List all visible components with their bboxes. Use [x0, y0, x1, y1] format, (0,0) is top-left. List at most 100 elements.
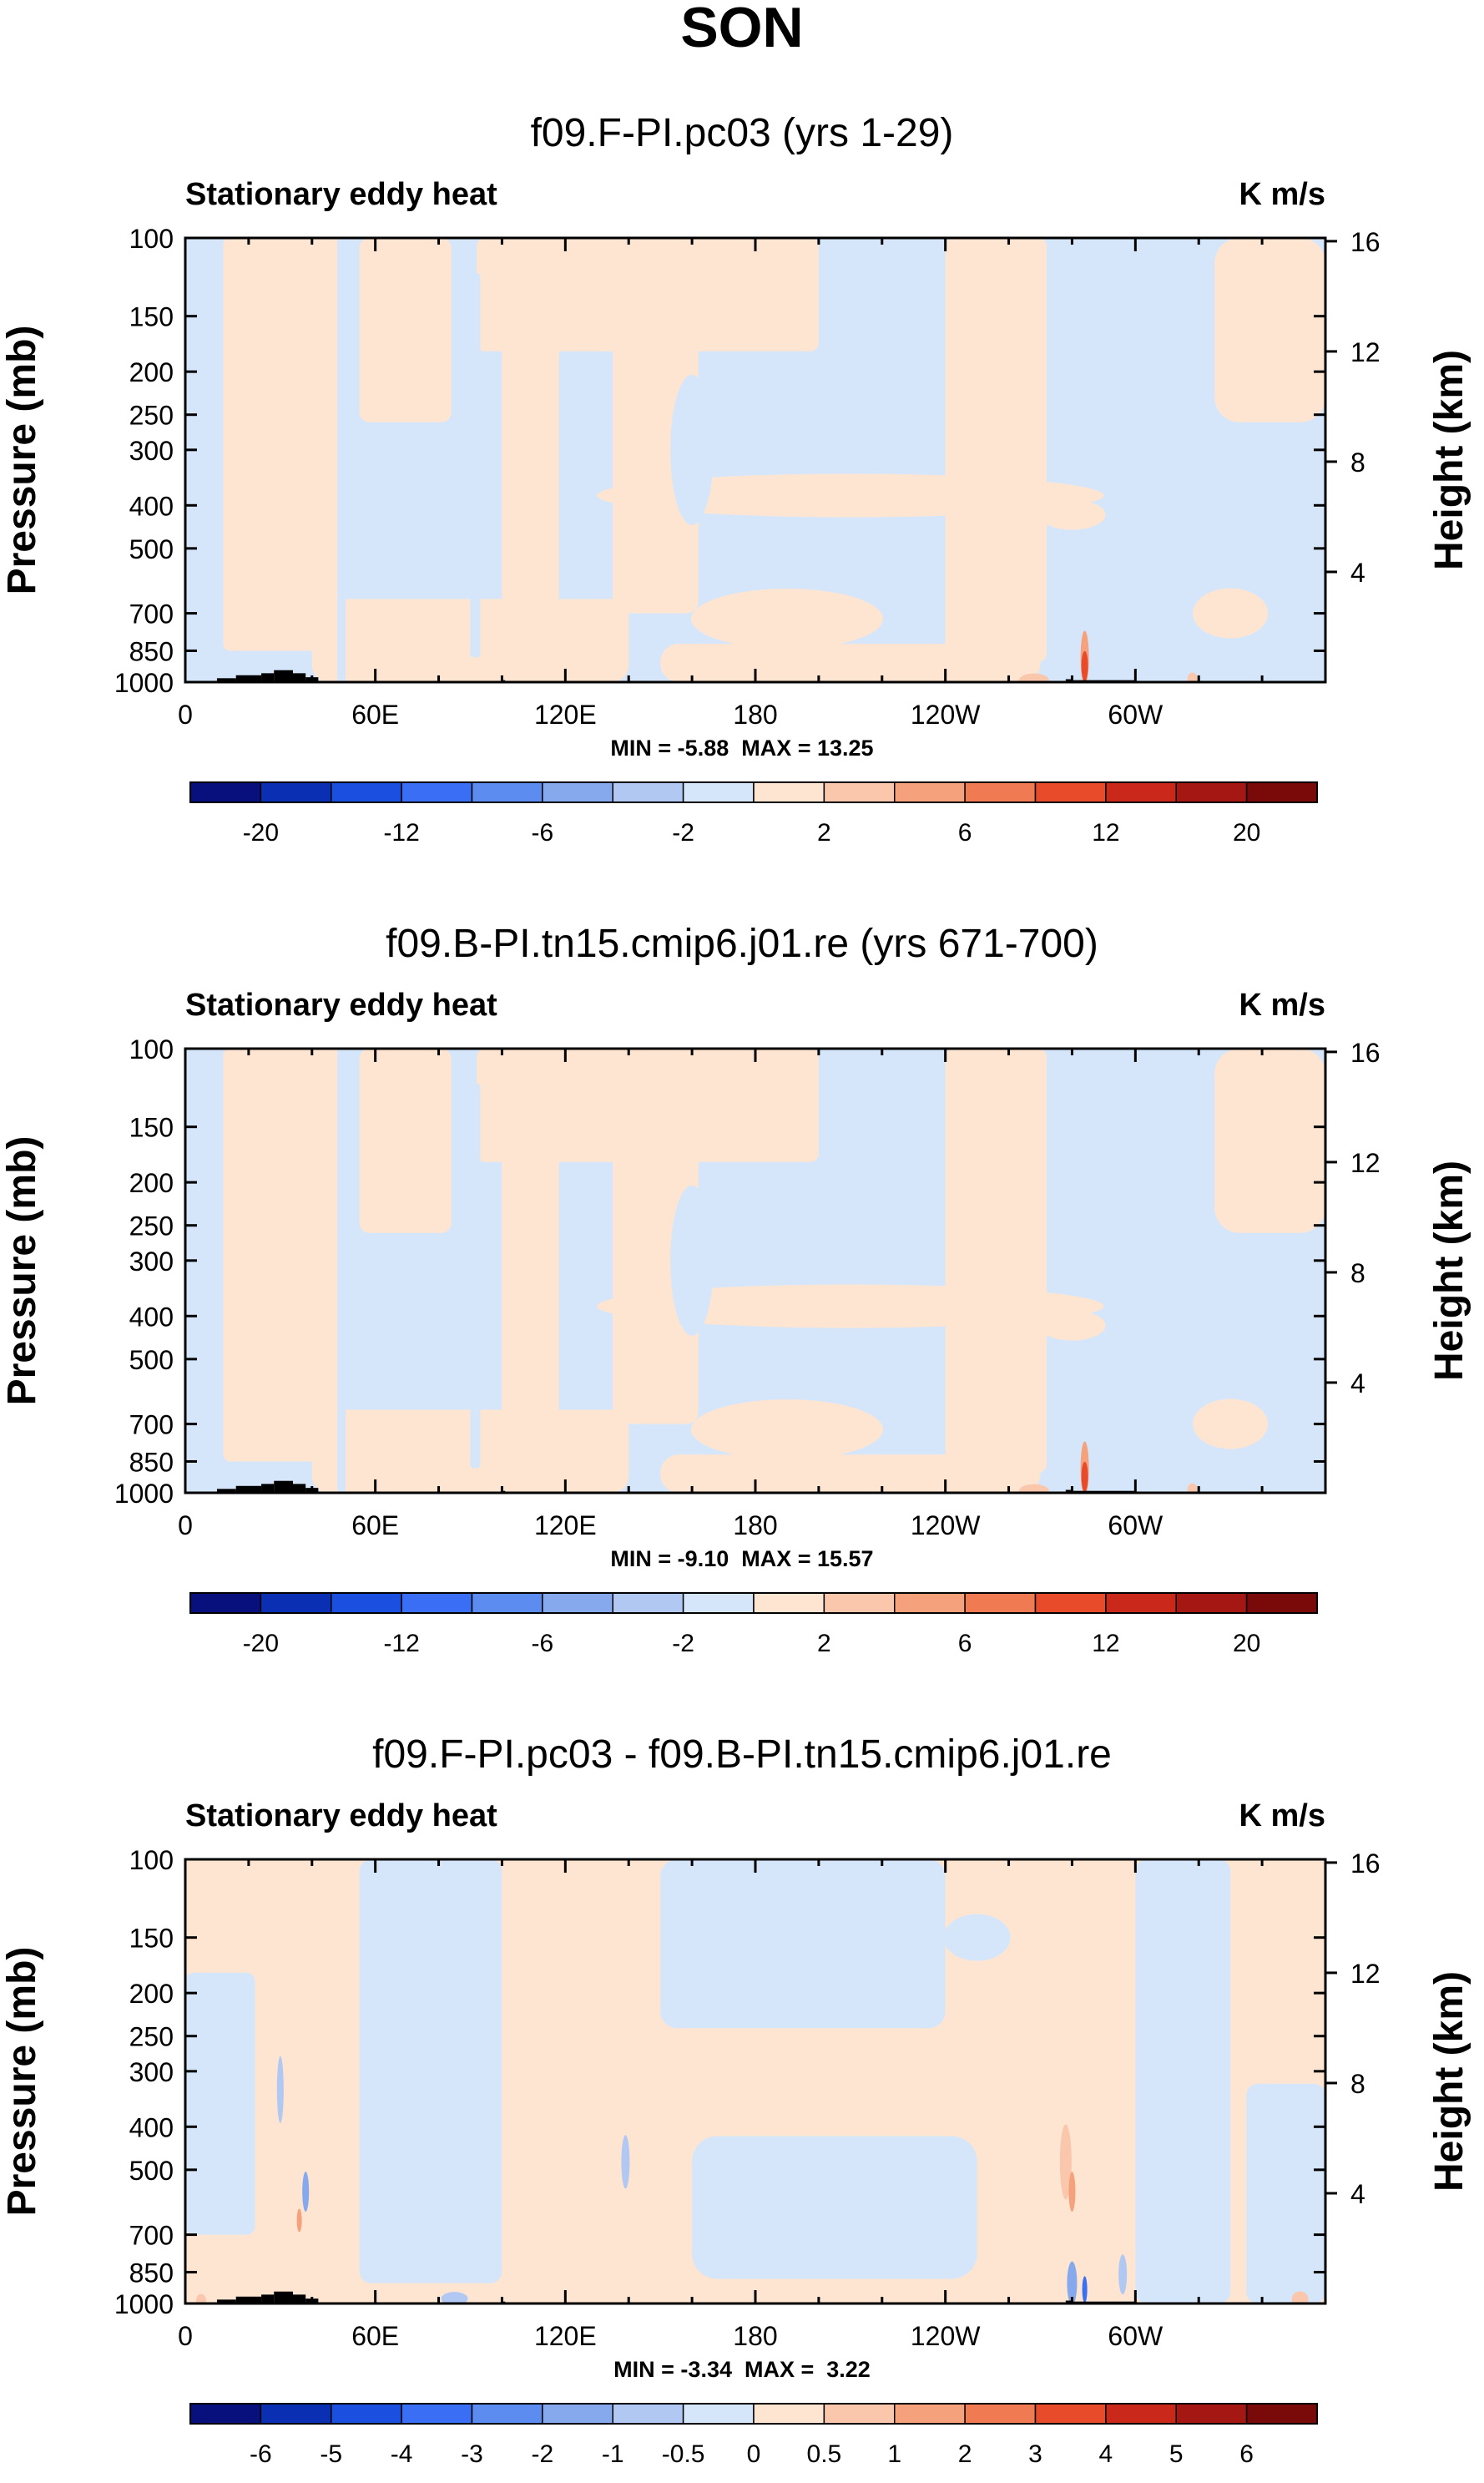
y-right-tick-label: 12 [1350, 1148, 1381, 1178]
colorbar-label: 0.5 [807, 2440, 842, 2468]
colorbar-swatch [401, 1592, 473, 1614]
contour-region [690, 589, 883, 650]
colorbar-label: 6 [1239, 2440, 1254, 2468]
colorbar-swatch [471, 781, 543, 803]
contour-region [597, 1284, 1104, 1328]
topography-block [216, 2299, 236, 2303]
topography-block [261, 673, 275, 682]
stats-label: MIN = -9.10 MAX = 15.57 [610, 1546, 873, 1571]
contour-region [670, 1185, 714, 1336]
colorbar-label: -2 [532, 2440, 554, 2468]
colorbar-label: -20 [243, 819, 279, 847]
colorbar-label: 20 [1233, 1630, 1260, 1657]
colorbar-swatch [401, 781, 473, 803]
y-tick-label: 700 [129, 2221, 174, 2251]
colorbar-swatch [964, 1592, 1037, 1614]
colorbar-swatch [260, 1592, 332, 1614]
y-tick-label: 850 [129, 1447, 174, 1477]
topography-block [274, 670, 294, 682]
panel-title: f09.B-PI.tn15.cmip6.j01.re (yrs 671-700) [386, 922, 1098, 966]
contour-field [185, 238, 1325, 682]
topography-block [274, 1480, 294, 1493]
colorbar-label: 2 [817, 819, 831, 847]
colorbar-swatch [682, 781, 755, 803]
colorbar-swatch [1175, 2403, 1248, 2425]
contour-region [670, 374, 714, 525]
topography-block [216, 1489, 236, 1493]
colorbar-swatch [612, 2403, 684, 2425]
colorbar-swatch [1245, 1592, 1318, 1614]
contour-region [1067, 2261, 1078, 2303]
colorbar-swatch [753, 781, 825, 803]
colorbar: -20 -12 -6 -2 2 6 12 20 [189, 781, 1318, 847]
y-right-tick-label: 16 [1350, 227, 1381, 257]
contour-region [1081, 1461, 1088, 1492]
topography-block [1065, 1489, 1073, 1493]
x-tick-label: 180 [733, 1510, 777, 1540]
contour-region [502, 256, 559, 614]
colorbar-swatch [331, 781, 402, 803]
x-tick-label: 0 [178, 1510, 193, 1540]
contour-region [660, 1454, 1041, 1493]
colorbar-label: 1 [887, 2440, 901, 2468]
y-right-tick-label: 4 [1350, 558, 1365, 588]
colorbar-swatch [1034, 1592, 1107, 1614]
contour-region [276, 2056, 284, 2123]
contour-region [1214, 238, 1325, 422]
y-tick-label: 1000 [114, 668, 174, 698]
y-tick-label: 250 [129, 2022, 174, 2052]
contour-region [359, 1049, 452, 1233]
stats-label: MIN = -3.34 MAX = 3.22 [613, 2357, 871, 2382]
colorbar-frame [189, 781, 1318, 803]
y-tick-label: 100 [129, 1845, 174, 1875]
contour-region [945, 238, 1047, 662]
contour-region [1038, 499, 1106, 530]
contour-region [1082, 2276, 1088, 2303]
colorbar-label: -12 [383, 1630, 419, 1657]
colorbar-label: 3 [1028, 2440, 1042, 2468]
colorbar-swatch [964, 781, 1037, 803]
colorbar-swatch [682, 1592, 755, 1614]
panel-units: K m/s [1239, 988, 1325, 1023]
topography-block [293, 1484, 306, 1493]
contour-region [296, 2208, 302, 2233]
y-tick-label: 150 [129, 302, 174, 332]
colorbar-label: 6 [958, 819, 972, 847]
contour-region [1081, 650, 1088, 681]
x-tick-label: 60W [1108, 1510, 1163, 1540]
colorbar-label: -0.5 [662, 2440, 705, 2468]
x-tick-label: 120E [534, 2321, 597, 2351]
season-title: SON [680, 0, 803, 59]
colorbar-swatch [894, 2403, 966, 2425]
topography-block [1065, 2300, 1073, 2303]
colorbar-swatch [1105, 781, 1177, 803]
y-tick-label: 150 [129, 1113, 174, 1143]
contour-region [1068, 2172, 1076, 2212]
colorbar-label: 2 [958, 2440, 972, 2468]
x-tick-label: 60W [1108, 700, 1163, 730]
y-tick-label: 1000 [114, 1479, 174, 1509]
contour-region [302, 2172, 310, 2212]
colorbar-label: 12 [1092, 1630, 1119, 1657]
contour-region [185, 1972, 255, 2235]
contour-region [943, 1914, 1011, 1961]
colorbar-label: 20 [1233, 819, 1260, 847]
colorbar-swatch [612, 1592, 684, 1614]
contour-region [613, 1084, 699, 1424]
colorbar-swatch [1245, 781, 1318, 803]
colorbar-swatch [401, 2403, 473, 2425]
contour-region [1187, 672, 1198, 682]
colorbar-label: -6 [532, 819, 554, 847]
colorbar-swatch [189, 1592, 262, 1614]
colorbar-swatch [753, 2403, 825, 2425]
colorbar-swatch [823, 2403, 896, 2425]
panel-title: f09.F-PI.pc03 (yrs 1-29) [531, 111, 954, 155]
contour-region [613, 273, 699, 614]
x-tick-label: 120E [534, 700, 597, 730]
y-right-tick-label: 4 [1350, 1368, 1365, 1398]
y-axis-title: Pressure (mb) [0, 326, 44, 595]
y-tick-label: 200 [129, 357, 174, 387]
y-tick-label: 500 [129, 534, 174, 564]
y-tick-label: 400 [129, 1302, 174, 1332]
